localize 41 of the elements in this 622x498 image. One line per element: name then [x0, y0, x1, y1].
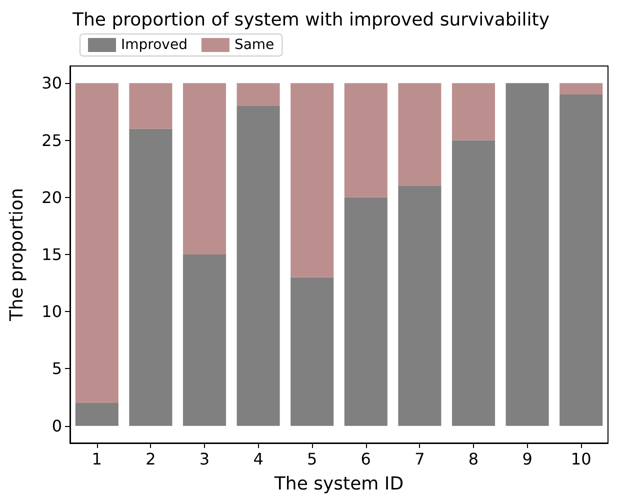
- x-tick-label: 5: [307, 450, 318, 468]
- bar: [398, 83, 442, 186]
- bar: [129, 128, 172, 426]
- bar: [344, 83, 388, 198]
- y-tick-label: 20: [42, 188, 62, 207]
- bar: [236, 83, 280, 106]
- bar: [236, 106, 280, 426]
- x-tick-label: 3: [199, 450, 210, 468]
- bar: [452, 140, 496, 426]
- bar: [560, 94, 603, 426]
- y-tick-label: 25: [42, 130, 62, 150]
- x-tick-label: 8: [468, 450, 479, 468]
- bar: [452, 83, 496, 140]
- y-axis-title: The proportion: [6, 188, 28, 322]
- bar: [344, 197, 388, 426]
- y-tick-label: 15: [42, 245, 62, 264]
- x-tick-label: 1: [92, 450, 102, 468]
- x-tick-label: 10: [570, 450, 592, 468]
- y-tick-label: 0: [52, 416, 62, 436]
- y-tick-label: 10: [42, 302, 62, 322]
- bar: [75, 83, 118, 404]
- bar: [129, 83, 172, 129]
- bar: [398, 186, 442, 426]
- x-tick-label: 2: [146, 450, 156, 468]
- y-tick-label: 5: [52, 359, 62, 378]
- x-tick-label: 9: [522, 450, 532, 468]
- legend-label: Improved: [121, 37, 188, 53]
- y-tick-label: 30: [42, 74, 62, 93]
- bar: [290, 277, 334, 426]
- bar: [506, 83, 549, 426]
- bar: [182, 83, 226, 254]
- x-tick-label: 4: [253, 450, 264, 468]
- x-tick-label: 7: [414, 450, 425, 468]
- bar: [290, 83, 334, 278]
- legend-label: Same: [234, 37, 274, 53]
- x-axis-title: The system ID: [273, 474, 404, 494]
- bar: [75, 403, 118, 426]
- bar: [182, 254, 226, 426]
- bar: [560, 83, 603, 95]
- x-tick-label: 6: [360, 450, 371, 468]
- chart-title: The proportion of system with improved survivability: [72, 10, 550, 30]
